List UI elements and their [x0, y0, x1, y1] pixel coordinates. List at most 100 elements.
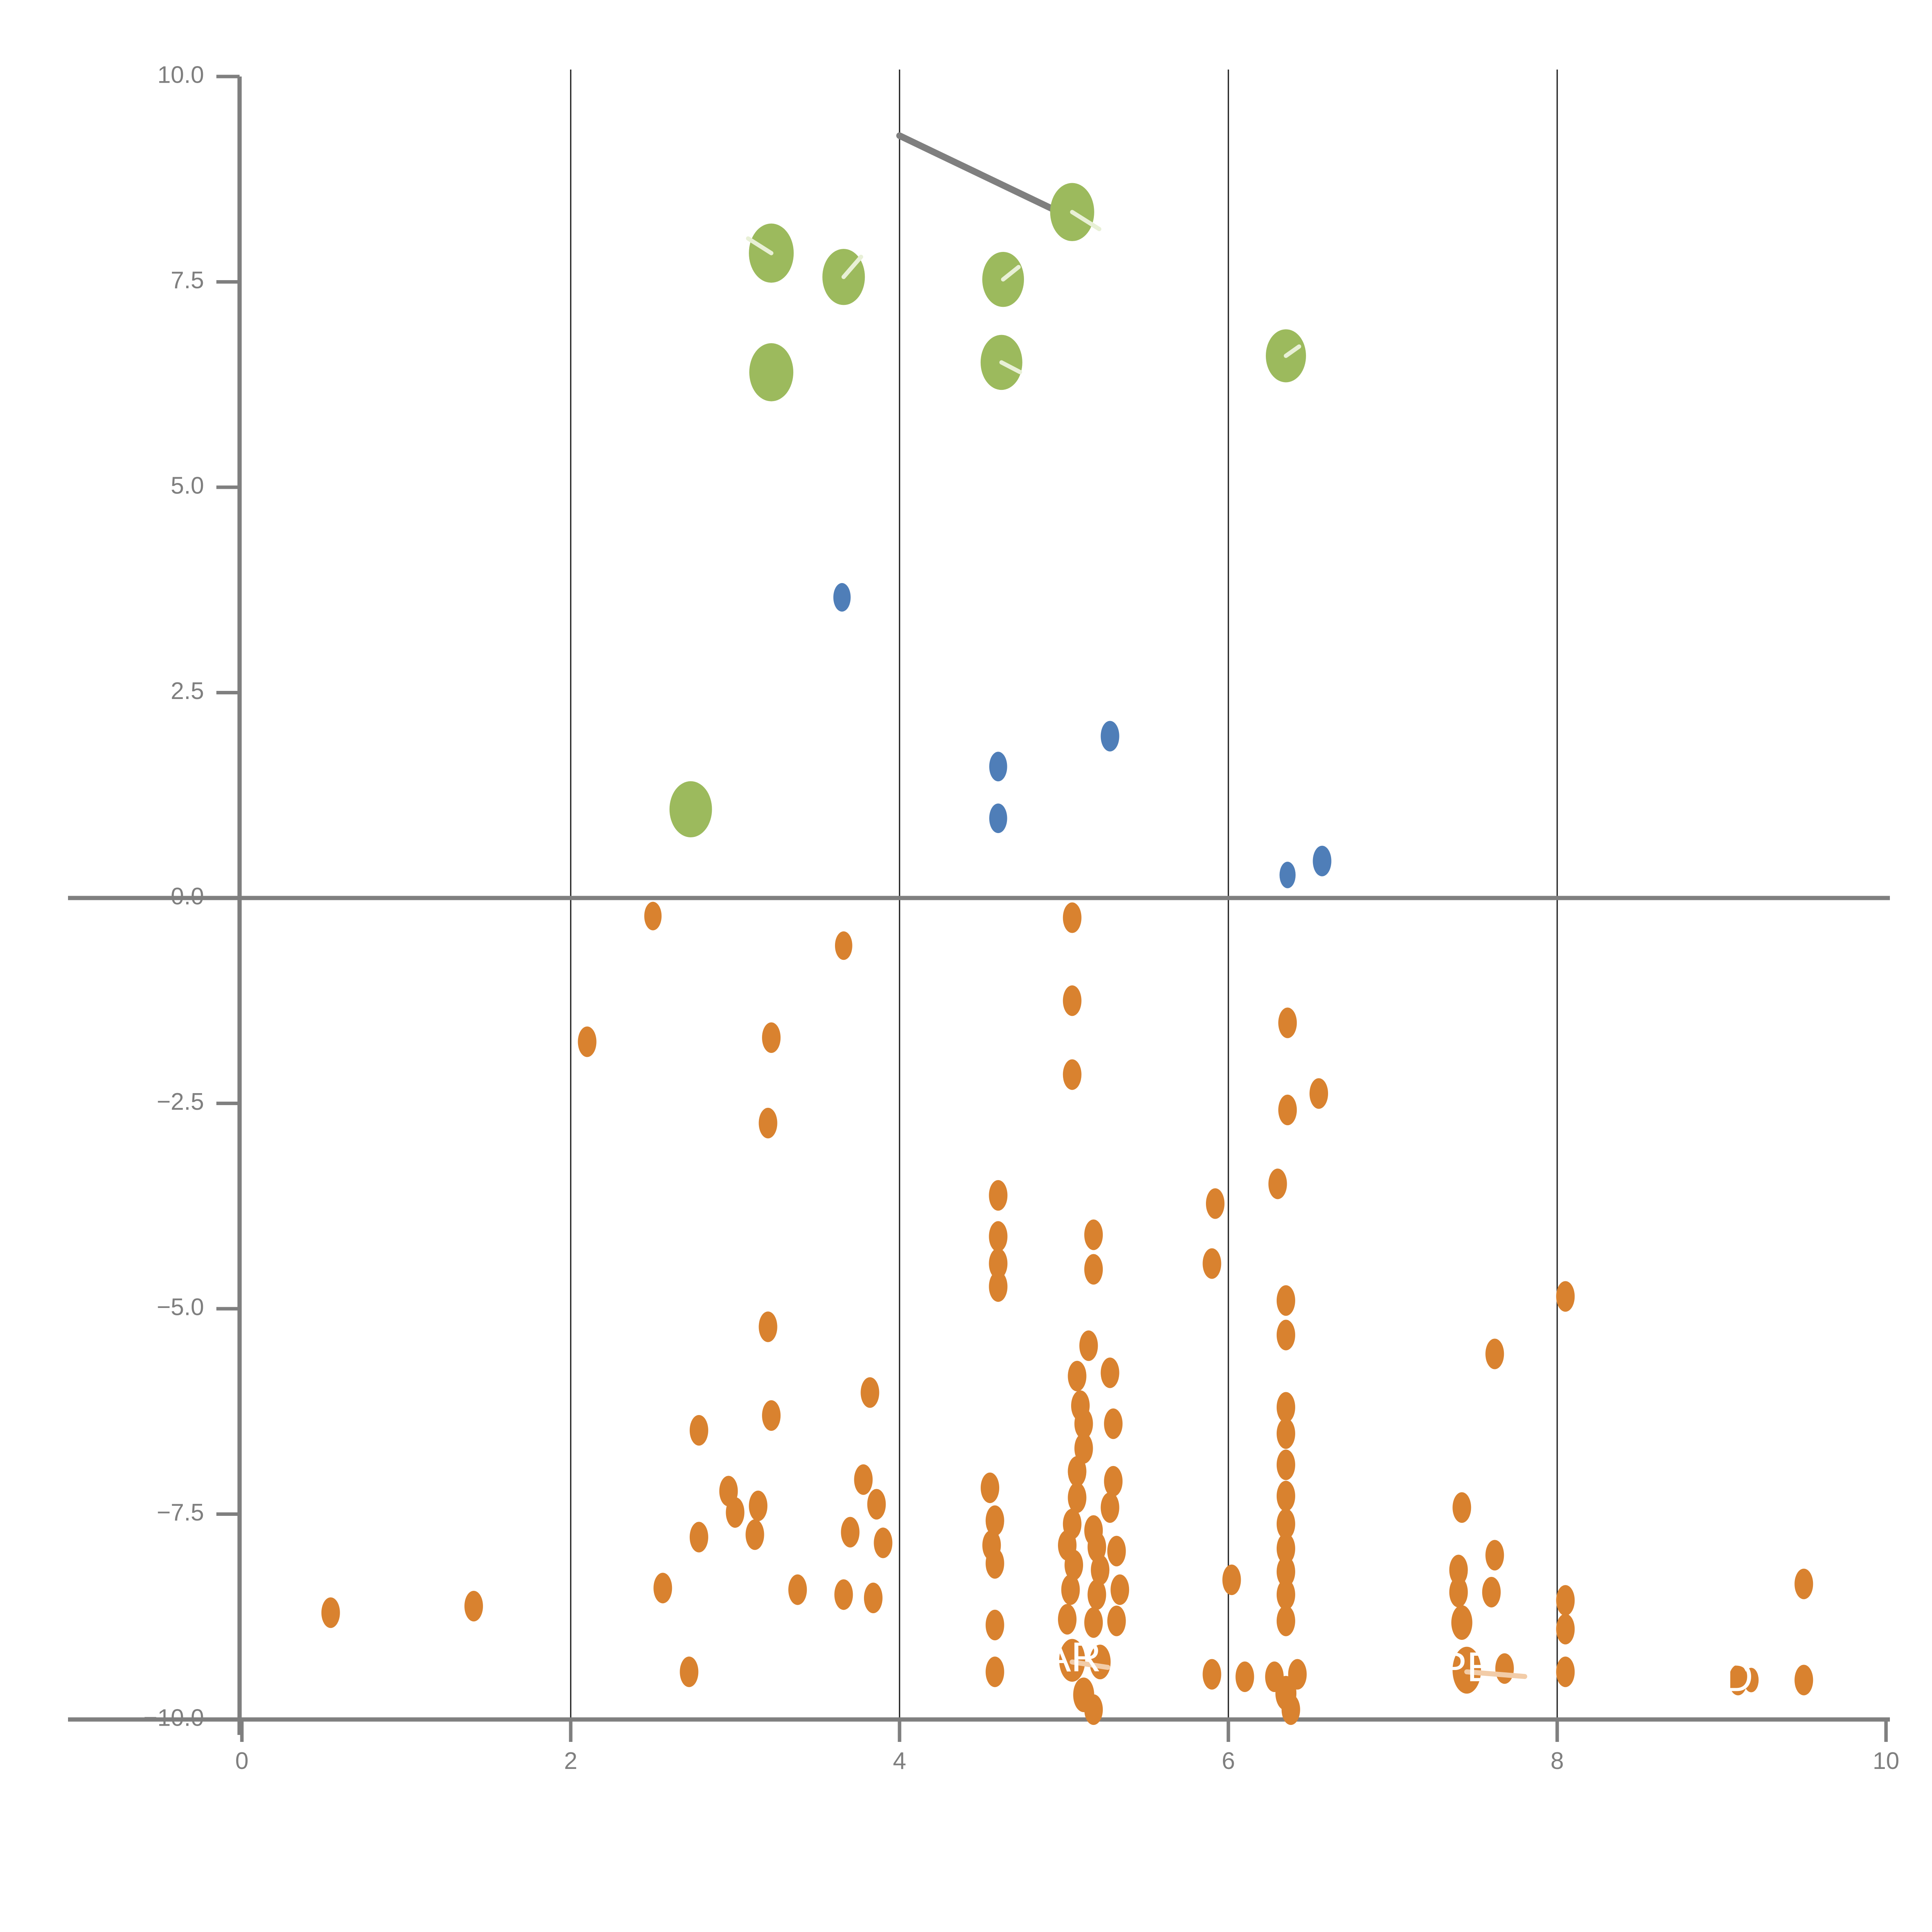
data-point-orange-85[interactable]	[1058, 1604, 1077, 1635]
data-point-orange-28[interactable]	[861, 1377, 879, 1408]
data-point-orange-104[interactable]	[1743, 1668, 1759, 1692]
data-point-orange-107[interactable]	[1281, 1694, 1300, 1725]
data-point-orange-13[interactable]	[1268, 1168, 1287, 1199]
data-point-orange-69[interactable]	[1485, 1540, 1504, 1571]
data-point-orange-45[interactable]	[1452, 1492, 1471, 1523]
data-point-orange-35[interactable]	[1276, 1418, 1295, 1449]
data-point-orange-71[interactable]	[788, 1574, 807, 1605]
data-point-orange-86[interactable]	[1084, 1607, 1103, 1638]
data-point-orange-30[interactable]	[762, 1400, 781, 1431]
data-point-orange-31[interactable]	[1074, 1408, 1093, 1439]
data-point-orange-36[interactable]	[1074, 1433, 1093, 1464]
data-point-blue-5[interactable]	[1313, 845, 1332, 876]
data-point-orange-6[interactable]	[762, 1022, 781, 1053]
data-point-orange-57[interactable]	[874, 1527, 893, 1558]
data-point-orange-3[interactable]	[1063, 985, 1082, 1016]
data-point-orange-91[interactable]	[680, 1656, 699, 1687]
data-point-orange-49[interactable]	[1100, 1492, 1119, 1523]
data-point-orange-103[interactable]	[1729, 1665, 1748, 1696]
data-point-orange-60[interactable]	[1087, 1531, 1106, 1563]
data-point-orange-76[interactable]	[1111, 1574, 1129, 1605]
data-point-orange-56[interactable]	[841, 1517, 860, 1548]
data-point-orange-63[interactable]	[985, 1548, 1004, 1579]
data-point-blue-4[interactable]	[1279, 862, 1296, 888]
data-point-orange-73[interactable]	[864, 1582, 883, 1613]
data-point-orange-89[interactable]	[1451, 1605, 1473, 1640]
data-point-orange-70[interactable]	[653, 1573, 672, 1604]
data-point-orange-12[interactable]	[1206, 1188, 1225, 1219]
data-point-orange-23[interactable]	[1276, 1320, 1295, 1350]
data-point-orange-14[interactable]	[989, 1221, 1008, 1252]
data-point-orange-1[interactable]	[835, 931, 852, 960]
data-point-orange-92[interactable]	[985, 1656, 1004, 1687]
data-point-orange-87[interactable]	[1107, 1605, 1126, 1636]
data-point-orange-47[interactable]	[749, 1490, 768, 1521]
data-point-orange-53[interactable]	[1276, 1509, 1295, 1539]
data-point-orange-67[interactable]	[1222, 1564, 1241, 1595]
data-point-orange-34[interactable]	[1276, 1392, 1295, 1423]
data-point-orange-74[interactable]	[1061, 1574, 1080, 1605]
data-point-orange-15[interactable]	[1084, 1219, 1103, 1250]
data-point-orange-83[interactable]	[464, 1591, 483, 1622]
data-point-orange-108[interactable]	[1084, 1694, 1103, 1725]
data-point-orange-65[interactable]	[1091, 1554, 1110, 1585]
data-point-orange-20[interactable]	[1276, 1285, 1295, 1316]
data-point-orange-64[interactable]	[1065, 1549, 1083, 1580]
data-point-orange-95[interactable]	[1202, 1659, 1221, 1690]
data-point-orange-0[interactable]	[644, 901, 662, 930]
data-point-orange-72[interactable]	[834, 1579, 853, 1610]
data-point-orange-18[interactable]	[1202, 1248, 1221, 1279]
data-point-orange-9[interactable]	[1310, 1078, 1328, 1109]
data-point-orange-17[interactable]	[1084, 1254, 1103, 1285]
data-point-orange-44[interactable]	[1276, 1481, 1295, 1512]
data-point-orange-22[interactable]	[759, 1311, 777, 1342]
data-point-orange-16[interactable]	[989, 1248, 1008, 1279]
data-point-orange-5[interactable]	[578, 1026, 597, 1057]
data-point-orange-42[interactable]	[854, 1464, 873, 1495]
data-point-orange-82[interactable]	[321, 1597, 340, 1628]
data-point-orange-79[interactable]	[1482, 1577, 1501, 1608]
data-point-orange-26[interactable]	[1100, 1357, 1119, 1388]
data-point-orange-81[interactable]	[1794, 1568, 1813, 1599]
data-point-orange-2[interactable]	[1063, 902, 1082, 933]
data-point-orange-41[interactable]	[981, 1472, 1000, 1503]
data-point-orange-78[interactable]	[1449, 1577, 1468, 1608]
data-point-orange-27[interactable]	[1068, 1361, 1087, 1391]
data-point-orange-21[interactable]	[1556, 1281, 1575, 1312]
data-point-orange-55[interactable]	[745, 1519, 764, 1550]
data-point-orange-19[interactable]	[989, 1271, 1008, 1302]
data-point-orange-61[interactable]	[1107, 1536, 1126, 1566]
data-point-orange-94[interactable]	[1089, 1645, 1111, 1680]
data-point-orange-84[interactable]	[985, 1609, 1004, 1641]
data-point-orange-10[interactable]	[759, 1107, 777, 1139]
data-point-orange-62[interactable]	[1276, 1533, 1295, 1564]
data-point-orange-48[interactable]	[867, 1489, 886, 1520]
data-point-green-4[interactable]	[749, 343, 794, 401]
data-point-orange-54[interactable]	[689, 1522, 708, 1553]
data-point-orange-80[interactable]	[1556, 1585, 1575, 1616]
data-point-orange-46[interactable]	[726, 1497, 745, 1528]
data-point-orange-50[interactable]	[985, 1505, 1004, 1536]
data-point-orange-33[interactable]	[689, 1415, 708, 1446]
series-green-points[interactable]	[669, 183, 1306, 837]
data-point-blue-2[interactable]	[989, 752, 1007, 782]
data-point-orange-68[interactable]	[1449, 1554, 1468, 1585]
data-point-orange-7[interactable]	[1063, 1059, 1082, 1090]
data-point-green-7[interactable]	[669, 781, 712, 837]
data-point-orange-66[interactable]	[1276, 1556, 1295, 1587]
series-orange-points[interactable]	[321, 901, 1813, 1725]
data-point-orange-37[interactable]	[1068, 1456, 1087, 1487]
data-point-orange-32[interactable]	[1104, 1408, 1123, 1439]
data-point-orange-102[interactable]	[1556, 1656, 1575, 1687]
data-point-orange-43[interactable]	[1068, 1482, 1087, 1513]
data-point-blue-3[interactable]	[989, 803, 1007, 833]
data-point-orange-11[interactable]	[989, 1180, 1008, 1211]
data-point-orange-77[interactable]	[1276, 1579, 1295, 1610]
data-point-orange-75[interactable]	[1087, 1579, 1106, 1610]
data-point-orange-4[interactable]	[1278, 1007, 1297, 1038]
data-point-orange-24[interactable]	[1485, 1338, 1504, 1369]
data-point-orange-90[interactable]	[1556, 1614, 1575, 1645]
data-point-orange-88[interactable]	[1276, 1605, 1295, 1636]
data-point-blue-0[interactable]	[833, 583, 851, 612]
series-blue-points[interactable]	[833, 583, 1332, 888]
